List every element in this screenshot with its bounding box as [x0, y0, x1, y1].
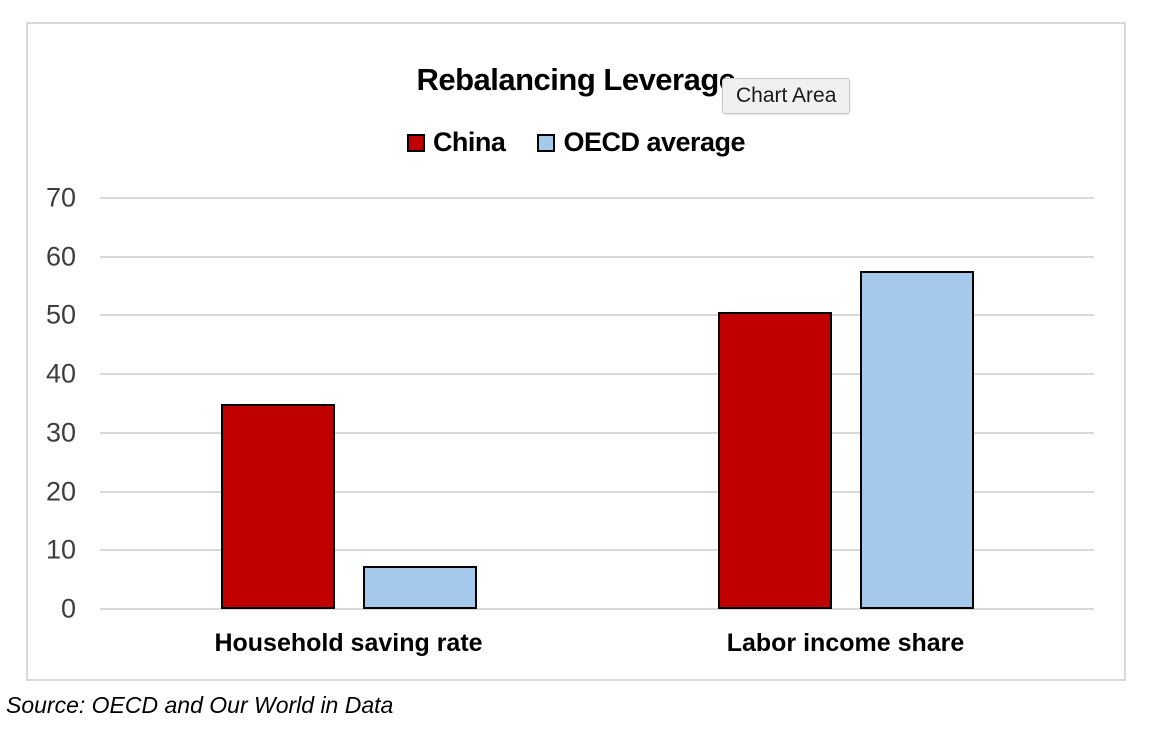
legend-label: OECD average	[563, 127, 746, 157]
gridline	[100, 197, 1094, 199]
legend-swatch-icon	[537, 133, 556, 152]
y-axis-tick-label: 40	[45, 358, 76, 389]
chart-area-tooltip: Chart Area	[722, 78, 851, 114]
bar-china-household-saving-rate[interactable]	[220, 403, 335, 609]
gridline	[100, 490, 1094, 493]
category-label: Labor income share	[726, 629, 965, 657]
category-label: Household saving rate	[214, 629, 483, 657]
gridline	[100, 255, 1094, 258]
y-axis-tick-label: 70	[45, 182, 76, 213]
y-axis-tick-label: 30	[45, 417, 76, 448]
legend-item-china[interactable]: China	[406, 127, 506, 158]
bar-china-labor-income-share[interactable]	[717, 311, 832, 609]
bar-oecd-average-household-saving-rate[interactable]	[362, 566, 477, 609]
gridline	[100, 431, 1094, 434]
gridline	[100, 549, 1094, 552]
plot-area: 0 10 20 30 40 50 60 70 Household saving rate Labo…	[46, 183, 1094, 657]
chart-title[interactable]: Rebalancing Leverage	[416, 62, 736, 97]
bar-group-labor-income-share: Labor income share	[717, 271, 974, 657]
legend-item-oecd-average[interactable]: OECD average	[537, 127, 746, 158]
source-note: Source: OECD and Our World in Data	[6, 692, 394, 718]
y-axis-tick-label: 10	[45, 534, 76, 565]
legend[interactable]: China OECD average	[28, 127, 1124, 158]
gridline	[100, 373, 1094, 376]
bar-group-household-saving-rate: Household saving rate	[214, 403, 483, 657]
y-axis-tick-label: 20	[45, 476, 76, 507]
legend-swatch-icon	[406, 133, 425, 152]
gridline	[100, 314, 1094, 317]
y-axis-tick-label: 60	[45, 241, 76, 272]
chart-area[interactable]: Rebalancing Leverage China OECD average 0…	[26, 22, 1126, 681]
gridline	[100, 608, 1094, 610]
bar-oecd-average-labor-income-share[interactable]	[859, 271, 974, 609]
legend-label: China	[432, 127, 506, 157]
y-axis-tick-label: 50	[45, 299, 76, 330]
y-axis-tick-label: 0	[60, 593, 76, 624]
